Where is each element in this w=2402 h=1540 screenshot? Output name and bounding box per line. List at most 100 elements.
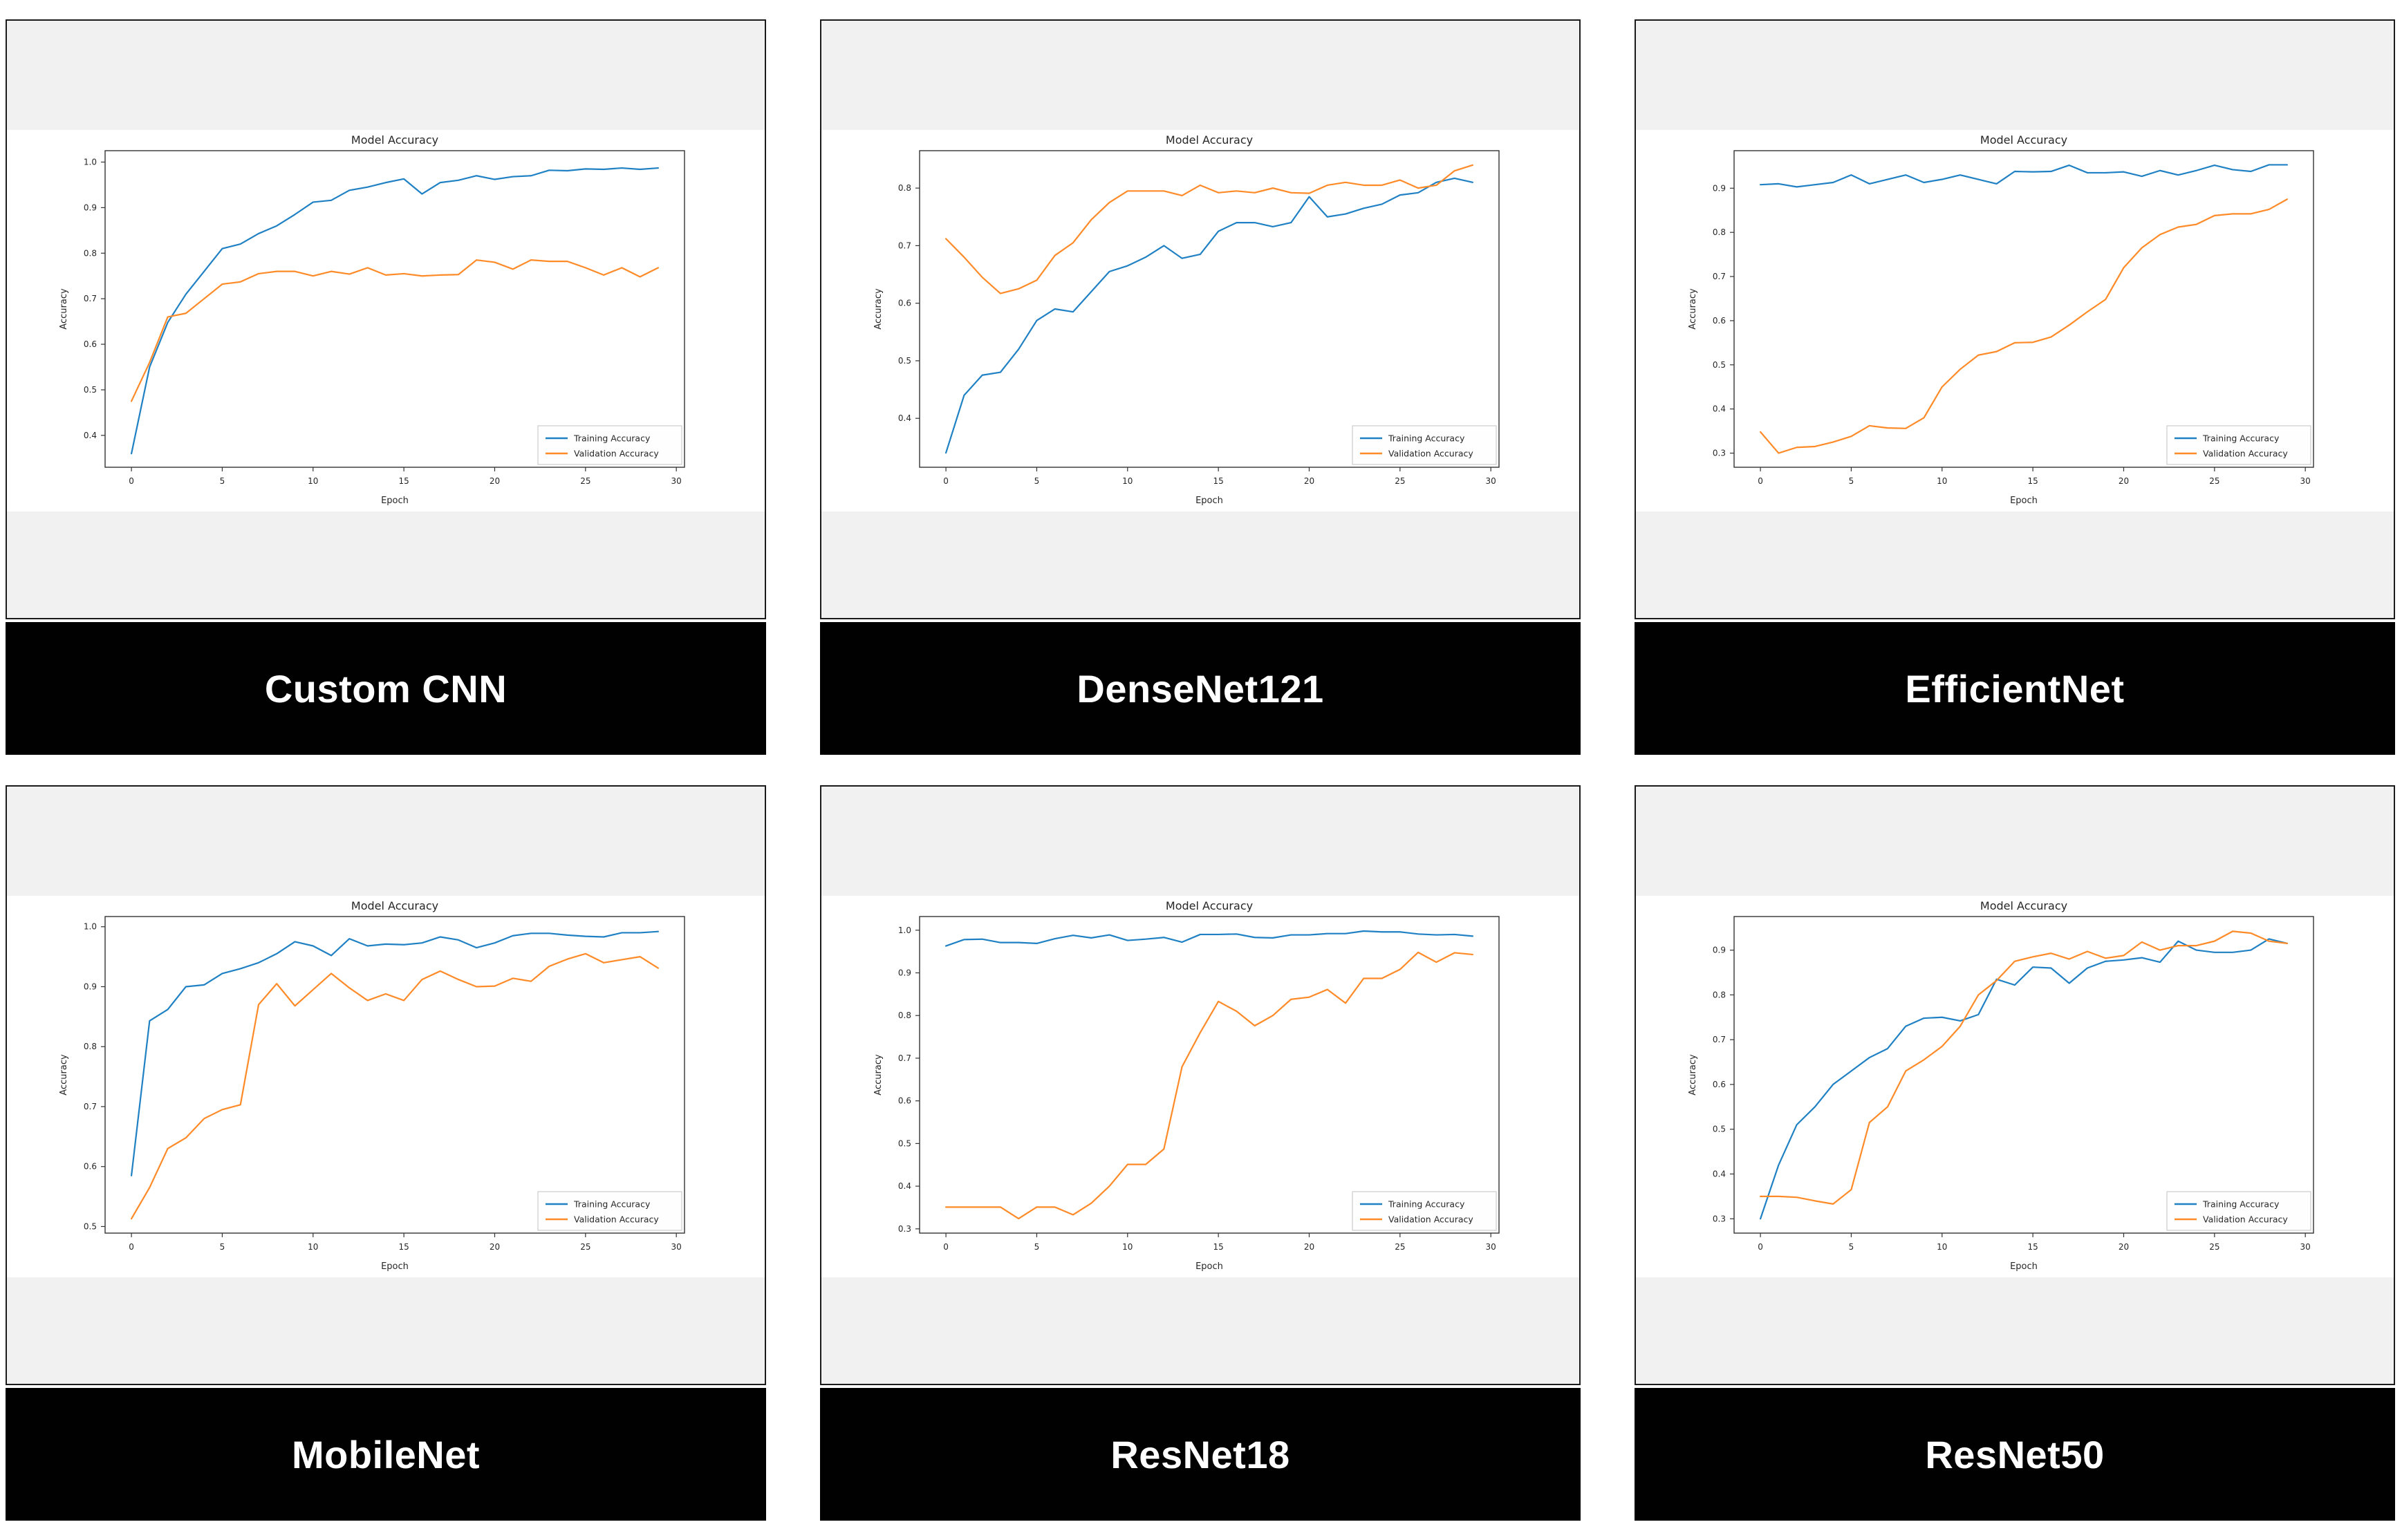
card-bottom-strip bbox=[821, 511, 1579, 618]
svg-text:0.4: 0.4 bbox=[898, 413, 911, 423]
svg-text:0.9: 0.9 bbox=[1713, 946, 1726, 955]
svg-text:Validation Accuracy: Validation Accuracy bbox=[1388, 1214, 1473, 1225]
svg-text:0.8: 0.8 bbox=[898, 183, 911, 193]
svg-text:Validation Accuracy: Validation Accuracy bbox=[2203, 449, 2288, 459]
model-panel-efficientnet: 0 5 10 15 20 25 30 0.3 0.4 0.5 0.6 0.7 0.8 0.9 Model A… bbox=[1635, 19, 2395, 755]
svg-text:0.6: 0.6 bbox=[898, 1096, 911, 1106]
svg-text:30: 30 bbox=[2300, 476, 2311, 486]
svg-text:20: 20 bbox=[1304, 476, 1314, 486]
svg-text:0.5: 0.5 bbox=[84, 385, 97, 395]
card-top-strip bbox=[821, 787, 1579, 896]
accuracy-chart-svg: 0 5 10 15 20 25 30 0.5 0.6 0.7 0.8 0.9 1.0 Model Accu… bbox=[59, 899, 685, 1272]
svg-text:0.5: 0.5 bbox=[84, 1221, 97, 1231]
svg-text:Validation Accuracy: Validation Accuracy bbox=[574, 449, 659, 459]
svg-text:15: 15 bbox=[1213, 1242, 1223, 1252]
svg-text:0.5: 0.5 bbox=[898, 1138, 911, 1148]
svg-text:Model Accuracy: Model Accuracy bbox=[1166, 899, 1253, 912]
svg-text:25: 25 bbox=[1395, 476, 1405, 486]
svg-text:25: 25 bbox=[580, 1242, 590, 1252]
caption-label: Custom CNN bbox=[264, 666, 508, 711]
caption-label: EfficientNet bbox=[1905, 666, 2125, 711]
card-bottom-strip bbox=[1636, 511, 2394, 618]
svg-text:30: 30 bbox=[671, 1242, 682, 1252]
caption-label: DenseNet121 bbox=[1077, 666, 1324, 711]
svg-text:0.5: 0.5 bbox=[898, 356, 911, 366]
svg-text:Epoch: Epoch bbox=[381, 496, 409, 506]
card-top-strip bbox=[1636, 787, 2394, 896]
svg-text:0.8: 0.8 bbox=[898, 1011, 911, 1020]
svg-text:Accuracy: Accuracy bbox=[59, 288, 69, 330]
svg-text:25: 25 bbox=[580, 476, 590, 486]
svg-text:0.7: 0.7 bbox=[1713, 272, 1726, 281]
card-bottom-strip bbox=[7, 1277, 765, 1384]
svg-text:Accuracy: Accuracy bbox=[1688, 288, 1698, 330]
svg-text:0.7: 0.7 bbox=[898, 1053, 911, 1063]
svg-text:20: 20 bbox=[2119, 476, 2129, 486]
svg-text:20: 20 bbox=[490, 476, 500, 486]
svg-text:0.5: 0.5 bbox=[1713, 1125, 1726, 1134]
svg-text:15: 15 bbox=[2027, 1242, 2038, 1252]
svg-text:0.3: 0.3 bbox=[1713, 1214, 1726, 1223]
svg-text:0: 0 bbox=[129, 476, 134, 486]
svg-text:25: 25 bbox=[2209, 1242, 2219, 1252]
accuracy-chart: 0 5 10 15 20 25 30 0.3 0.4 0.5 0.6 0.7 0.8 0.9 1.0 Mode… bbox=[821, 896, 1579, 1277]
card-bottom-strip bbox=[821, 1277, 1579, 1384]
svg-text:Model Accuracy: Model Accuracy bbox=[1980, 899, 2067, 912]
svg-text:Epoch: Epoch bbox=[1195, 496, 1223, 506]
card-top-strip bbox=[7, 787, 765, 896]
card-top-strip bbox=[7, 21, 765, 130]
model-panel-mobilenet: 0 5 10 15 20 25 30 0.5 0.6 0.7 0.8 0.9 1.0 Model Accu… bbox=[6, 785, 766, 1521]
svg-text:Training Accuracy: Training Accuracy bbox=[1388, 433, 1465, 444]
caption-bar: Custom CNN bbox=[6, 622, 766, 755]
svg-text:Training Accuracy: Training Accuracy bbox=[573, 433, 651, 444]
model-panel-resnet18: 0 5 10 15 20 25 30 0.3 0.4 0.5 0.6 0.7 0.8 0.9 1.0 Mode… bbox=[820, 785, 1581, 1521]
svg-text:10: 10 bbox=[1937, 476, 1947, 486]
svg-text:15: 15 bbox=[1213, 476, 1223, 486]
svg-text:0.6: 0.6 bbox=[1713, 316, 1726, 326]
accuracy-chart-svg: 0 5 10 15 20 25 30 0.3 0.4 0.5 0.6 0.7 0.8 0.9 Model A… bbox=[1688, 133, 2314, 506]
svg-text:1.0: 1.0 bbox=[898, 926, 911, 935]
card-bottom-strip bbox=[7, 511, 765, 618]
svg-text:Epoch: Epoch bbox=[2010, 1261, 2038, 1272]
svg-text:0.8: 0.8 bbox=[84, 1042, 97, 1051]
accuracy-chart: 0 5 10 15 20 25 30 0.3 0.4 0.5 0.6 0.7 0.8 0.9 Model A… bbox=[1636, 896, 2394, 1277]
svg-text:Training Accuracy: Training Accuracy bbox=[573, 1199, 651, 1210]
chart-card: 0 5 10 15 20 25 30 0.4 0.5 0.6 0.7 0.8 0.9 1.0 Model A… bbox=[6, 19, 766, 619]
svg-text:30: 30 bbox=[1486, 476, 1496, 486]
accuracy-chart-svg: 0 5 10 15 20 25 30 0.3 0.4 0.5 0.6 0.7 0.8 0.9 Model A… bbox=[1688, 899, 2314, 1272]
svg-text:0: 0 bbox=[129, 1242, 134, 1252]
accuracy-chart: 0 5 10 15 20 25 30 0.4 0.5 0.6 0.7 0.8 Model Accurac… bbox=[821, 130, 1579, 511]
svg-text:Epoch: Epoch bbox=[2010, 496, 2038, 506]
chart-card: 0 5 10 15 20 25 30 0.3 0.4 0.5 0.6 0.7 0.8 0.9 1.0 Mode… bbox=[820, 785, 1581, 1385]
caption-bar: MobileNet bbox=[6, 1388, 766, 1521]
svg-text:5: 5 bbox=[220, 476, 225, 486]
svg-text:10: 10 bbox=[1122, 476, 1133, 486]
svg-text:15: 15 bbox=[398, 1242, 409, 1252]
svg-text:0.6: 0.6 bbox=[84, 339, 97, 349]
svg-text:0: 0 bbox=[1758, 1242, 1763, 1252]
svg-text:0.7: 0.7 bbox=[84, 1102, 97, 1111]
svg-text:30: 30 bbox=[1486, 1242, 1496, 1252]
svg-text:Accuracy: Accuracy bbox=[873, 1054, 884, 1096]
accuracy-chart-svg: 0 5 10 15 20 25 30 0.4 0.5 0.6 0.7 0.8 Model Accurac… bbox=[873, 133, 1500, 506]
svg-text:Validation Accuracy: Validation Accuracy bbox=[2203, 1214, 2288, 1225]
svg-text:15: 15 bbox=[398, 476, 409, 486]
svg-text:0.5: 0.5 bbox=[1713, 360, 1726, 370]
svg-text:0.4: 0.4 bbox=[898, 1181, 911, 1191]
svg-text:Accuracy: Accuracy bbox=[59, 1054, 69, 1096]
svg-text:0.4: 0.4 bbox=[84, 431, 97, 440]
svg-text:0.9: 0.9 bbox=[84, 982, 97, 991]
accuracy-chart-svg: 0 5 10 15 20 25 30 0.4 0.5 0.6 0.7 0.8 0.9 1.0 Model A… bbox=[59, 133, 685, 506]
svg-text:0.8: 0.8 bbox=[84, 248, 97, 258]
svg-text:20: 20 bbox=[2119, 1242, 2129, 1252]
svg-text:0.4: 0.4 bbox=[1713, 404, 1726, 414]
card-top-strip bbox=[1636, 21, 2394, 130]
chart-card: 0 5 10 15 20 25 30 0.5 0.6 0.7 0.8 0.9 1.0 Model Accu… bbox=[6, 785, 766, 1385]
svg-text:10: 10 bbox=[1122, 1242, 1133, 1252]
svg-text:0.6: 0.6 bbox=[84, 1162, 97, 1172]
svg-text:30: 30 bbox=[2300, 1242, 2311, 1252]
caption-bar: ResNet18 bbox=[820, 1388, 1581, 1521]
svg-text:10: 10 bbox=[308, 476, 318, 486]
svg-text:0.4: 0.4 bbox=[1713, 1169, 1726, 1179]
